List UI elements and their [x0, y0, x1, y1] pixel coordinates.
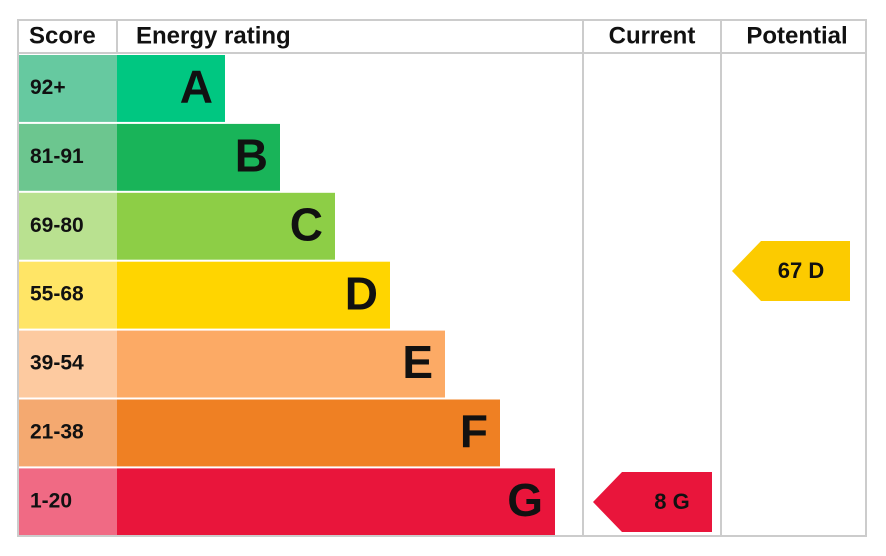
frame [17, 19, 867, 537]
header-current: Current [609, 22, 696, 49]
current-arrow [593, 472, 712, 532]
band-letter: F [460, 405, 488, 457]
band-letter: E [402, 336, 433, 388]
score-cell [18, 192, 117, 260]
score-label: 55-68 [30, 283, 84, 306]
band-letter: B [235, 130, 268, 182]
score-label: 21-38 [30, 420, 84, 443]
score-label: 1-20 [30, 489, 72, 512]
rating-bar [117, 192, 335, 260]
score-cell [18, 123, 117, 191]
score-cell [18, 261, 117, 329]
header-energy-rating: Energy rating [136, 22, 291, 49]
score-cell [18, 330, 117, 398]
score-cell [18, 55, 117, 122]
score-label: 81-91 [30, 145, 84, 168]
band-letter: A [180, 61, 213, 113]
band-letter: G [507, 474, 543, 526]
rating-bar [117, 330, 445, 398]
score-label: 39-54 [30, 352, 84, 375]
rating-bar [117, 468, 555, 536]
band-letter: D [345, 267, 378, 319]
band-letter: C [290, 198, 323, 250]
rating-bar [117, 55, 225, 122]
potential-label: 67 D [778, 258, 824, 283]
rating-bar [117, 399, 500, 467]
rating-bar [117, 123, 280, 191]
score-cell [18, 399, 117, 467]
score-label: 69-80 [30, 214, 84, 237]
score-label: 92+ [30, 76, 66, 99]
rating-bar [117, 261, 390, 329]
score-cell [18, 468, 117, 536]
potential-arrow [732, 241, 850, 301]
current-label: 8 G [654, 489, 689, 514]
header-potential: Potential [746, 22, 847, 49]
header-score: Score [29, 22, 96, 49]
